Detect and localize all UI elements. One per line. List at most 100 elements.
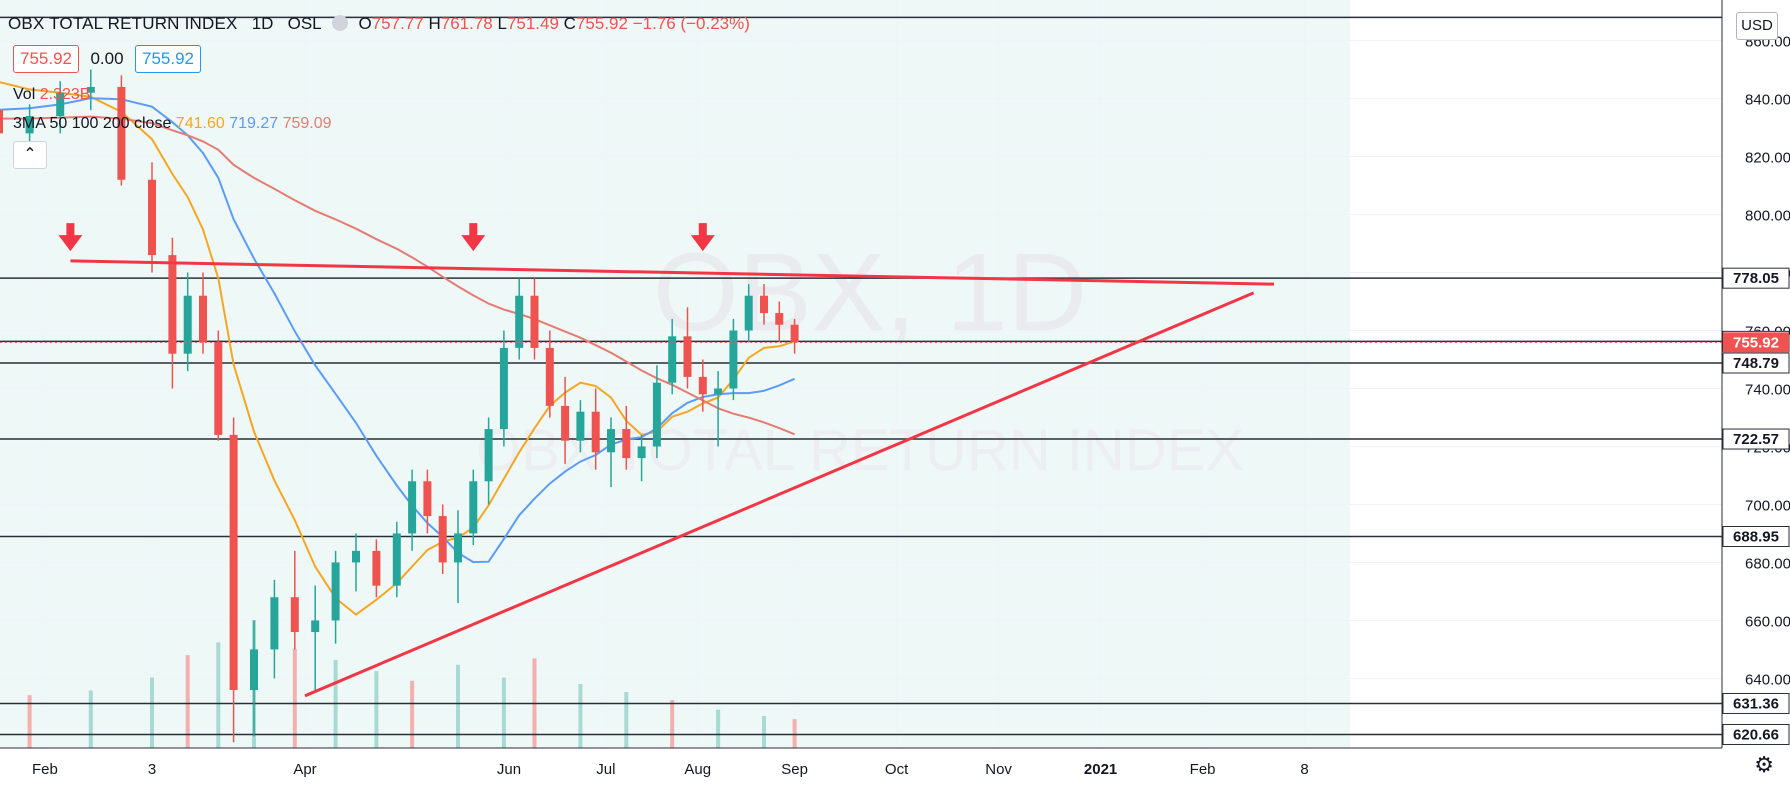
candle-body (576, 411, 585, 441)
sell-price-box[interactable]: 755.92 (13, 45, 79, 73)
volume-bar (792, 719, 797, 748)
y-tick-label: 700.00 (1745, 497, 1790, 514)
level-label: 722.57 (1733, 431, 1779, 448)
volume-bar (88, 690, 93, 748)
y-tick-label: 680.00 (1745, 555, 1790, 572)
x-tick-label: Jul (596, 761, 615, 778)
moving-averages (0, 81, 795, 616)
ma100-value: 719.27 (229, 115, 279, 132)
candle-body (56, 92, 65, 116)
x-tick-label: 3 (148, 761, 156, 778)
x-tick-label: Feb (32, 761, 58, 778)
ma50-value: 741.60 (175, 115, 225, 132)
candle-body (148, 179, 156, 256)
x-tick-label: 2021 (1084, 761, 1117, 778)
volume-bar (501, 677, 506, 748)
ma-legend: 3MA 50 100 200 close 741.60 719.27 759.0… (13, 115, 332, 133)
candle-body (561, 405, 570, 441)
level-label-box (1722, 267, 1790, 289)
candle-body (423, 481, 432, 517)
y-tick-label: 800.00 (1745, 208, 1790, 225)
market-status-icon (331, 15, 348, 31)
level-label-box (1722, 428, 1790, 450)
candle-body (714, 388, 723, 395)
chevron-up-icon[interactable]: ⌃ (13, 141, 47, 169)
spread-value: 0.00 (90, 49, 124, 68)
level-label: 748.79 (1733, 355, 1779, 372)
volume-bar (150, 677, 154, 748)
price-labels: 778.05756.26748.79722.57688.95631.36620.… (0, 267, 1790, 745)
chart-background (0, 0, 1350, 748)
volume-value: 2.323B (39, 86, 91, 103)
volume-bar (216, 642, 221, 748)
candle-body (25, 115, 34, 134)
volume-bar (410, 680, 415, 748)
y-tick-label: 840.00 (1745, 92, 1790, 109)
candle-body (183, 295, 192, 354)
candle-body (117, 86, 126, 180)
open-value: 757.77 (371, 14, 424, 33)
arrow-down-icon (66, 223, 75, 238)
watermark-symbol: OBX, 1D (653, 231, 1087, 354)
candle-body (790, 324, 799, 343)
candle-body (168, 255, 177, 354)
trendline (304, 291, 1255, 698)
horizontal-levels[interactable] (0, 16, 1722, 736)
arrow-markers[interactable] (58, 223, 715, 252)
candle-body (372, 550, 381, 586)
candle-body (290, 597, 299, 633)
volume-bar (185, 655, 190, 748)
watermark-name: OBX TOTAL RETURN INDEX (476, 418, 1244, 483)
interval-label[interactable]: 1D (251, 14, 274, 33)
ma50-line (0, 81, 795, 616)
trendlines[interactable] (70, 259, 1275, 698)
y-tick-label: 740.00 (1745, 381, 1790, 398)
low-value: 751.49 (506, 14, 559, 33)
level-label-box (1722, 692, 1790, 714)
exchange-label: OSL (287, 14, 322, 33)
candle-body (622, 429, 631, 459)
trendline (70, 259, 1275, 286)
currency-label[interactable]: USD (1736, 12, 1778, 40)
ma-label[interactable]: 3MA 50 100 200 close (13, 115, 172, 132)
volume-bar (292, 648, 297, 748)
x-tick-label: Apr (293, 761, 316, 778)
y-tick-label: 660.00 (1745, 613, 1790, 630)
candle-body (331, 562, 340, 621)
volume-bar (624, 692, 629, 748)
level-label: 688.95 (1733, 529, 1779, 546)
arrow-down-icon (690, 235, 715, 252)
candle-body (652, 382, 661, 447)
x-tick-label: Feb (1190, 761, 1216, 778)
volume-bar (670, 700, 675, 748)
candle-body (637, 446, 646, 459)
open-label: O (358, 14, 372, 33)
level-label: 631.36 (1733, 695, 1779, 712)
candle-body (530, 295, 539, 348)
volume-bar (762, 716, 766, 748)
candle-body (408, 481, 417, 534)
x-tick-label: Nov (985, 761, 1012, 778)
x-tick-label: Jun (497, 761, 521, 778)
candle-body (469, 481, 478, 534)
symbol-name[interactable]: OBX TOTAL RETURN INDEX (8, 14, 238, 33)
ma100-line (0, 97, 795, 564)
candle-body (311, 620, 320, 633)
candle-body (499, 347, 508, 430)
buy-price-box[interactable]: 755.92 (135, 45, 201, 73)
high-value: 761.78 (440, 14, 493, 33)
candle-body (683, 336, 692, 377)
price-row: 755.92 0.00 755.92 (13, 45, 201, 73)
close-value: 755.92 (575, 14, 628, 33)
candles[interactable] (0, 41, 799, 743)
level-label: 778.05 (1733, 270, 1779, 287)
candle-body (454, 533, 462, 563)
candle-body (270, 597, 279, 650)
y-tick-label: 640.00 (1745, 671, 1790, 688)
gear-icon[interactable]: ⚙ (1754, 752, 1774, 777)
candle-body (250, 649, 258, 691)
candle-body (392, 533, 401, 586)
last-price-box (1723, 332, 1789, 353)
candle-body (775, 313, 784, 325)
